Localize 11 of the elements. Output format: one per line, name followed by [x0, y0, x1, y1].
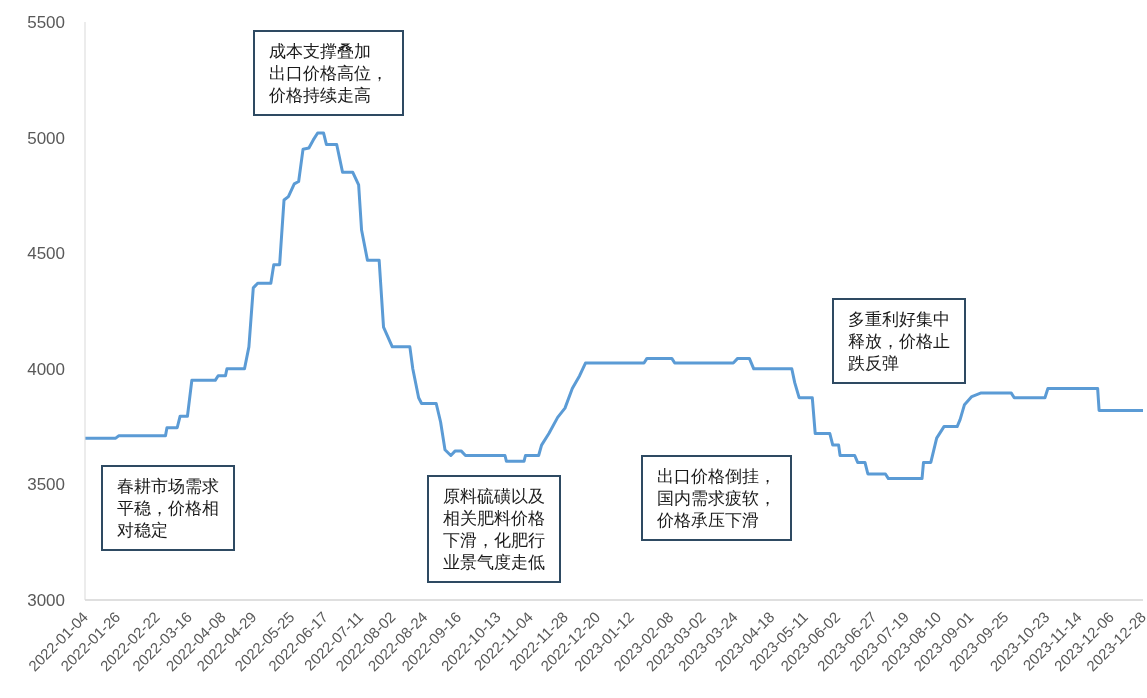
y-tick-label: 4000	[27, 359, 65, 379]
y-tick-label: 5000	[27, 128, 65, 148]
y-tick-label: 5500	[27, 13, 65, 33]
y-tick-label: 3500	[27, 475, 65, 495]
y-tick-label: 4500	[27, 244, 65, 264]
annotation: 出口价格倒挂，国内需求疲软，价格承压下滑	[657, 465, 776, 531]
y-tick-label: 3000	[27, 591, 65, 611]
annotation: 原料硫磺以及相关肥料价格下滑，化肥行业景气度走低	[443, 485, 545, 573]
annotation: 多重利好集中释放，价格止跌反弹	[848, 308, 950, 374]
annotation: 春耕市场需求平稳，价格相对稳定	[117, 475, 219, 541]
annotation: 成本支撑叠加出口价格高位，价格持续走高	[269, 40, 388, 106]
